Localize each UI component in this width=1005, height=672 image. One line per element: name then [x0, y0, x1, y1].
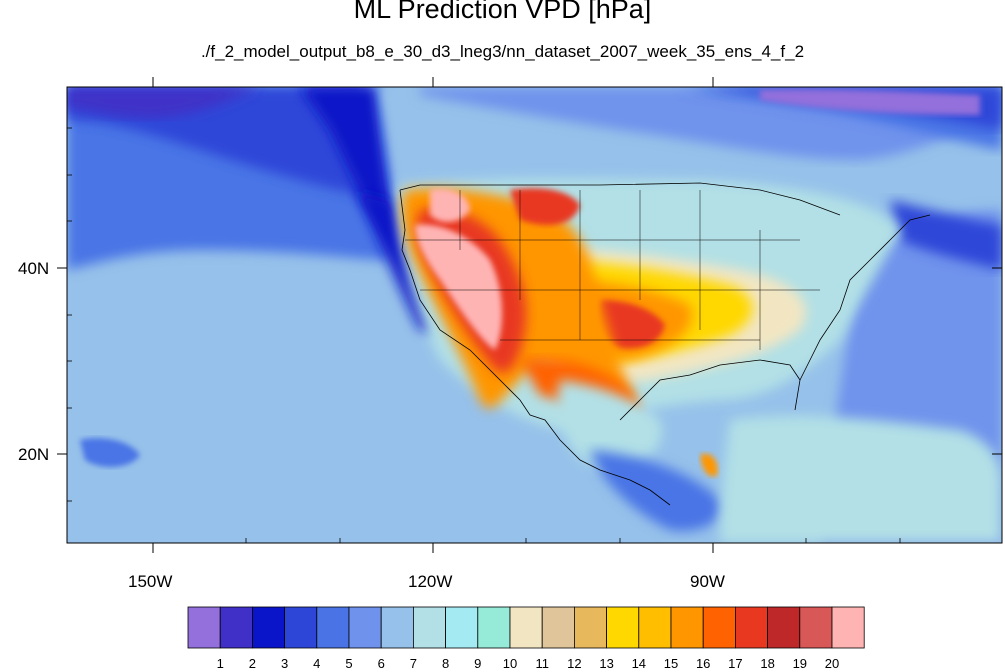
- colorbar-label: 6: [377, 656, 385, 671]
- coastlines: [399, 182, 931, 506]
- great-basin-pink: [415, 224, 502, 350]
- state-borders: [405, 190, 820, 350]
- colorbar-swatch: [477, 606, 511, 649]
- colorbar-label: 16: [695, 656, 711, 671]
- colorbar-label: 8: [441, 656, 450, 671]
- colorbar-swatch: [445, 606, 479, 649]
- colorbar-label: 12: [567, 656, 582, 671]
- colorbar-swatch: [767, 606, 801, 649]
- lon-tick-label: 120W: [408, 572, 453, 591]
- lon-tick-label: 90W: [690, 572, 725, 591]
- colorbar-swatch: [638, 606, 672, 649]
- colorbar-label: 2: [248, 656, 256, 671]
- northeast-coast-band: [890, 200, 1002, 270]
- colorbar-label: 1: [216, 656, 224, 671]
- central-america-band: [590, 450, 722, 531]
- axis-ticks: [57, 77, 1002, 553]
- mexico-cool: [557, 380, 662, 470]
- montana-red: [510, 188, 580, 225]
- colorbar-label: 9: [474, 656, 482, 671]
- colorbar-swatch: [380, 606, 414, 649]
- colorbar-swatch: [799, 606, 833, 649]
- colorbar-label: 14: [631, 656, 647, 671]
- colorbar-label: 19: [792, 656, 808, 671]
- lat-tick-label: 40N: [18, 259, 50, 278]
- colorbar-swatch: [348, 606, 382, 649]
- colorbar-label: 15: [663, 656, 679, 671]
- hudson-bay-purple: [760, 89, 980, 115]
- colorbar-swatch: [412, 606, 446, 649]
- map-title: ML Prediction VPD [hPa]: [353, 0, 652, 24]
- colorbar-label: 13: [599, 656, 614, 671]
- colorbar-swatch: [702, 606, 736, 649]
- colorbar-swatch: [831, 606, 865, 649]
- colorbar-label: 4: [313, 656, 321, 671]
- colorbar-label: 20: [824, 656, 840, 671]
- colorbar-label: 10: [502, 656, 518, 671]
- colorbar-swatch: [284, 606, 318, 649]
- yucatan-orange: [700, 453, 719, 477]
- colorbar-swatch: [606, 606, 640, 649]
- lon-tick-label: 150W: [128, 572, 173, 591]
- colorbar-swatch: [541, 606, 575, 649]
- colorbar-swatch: [219, 606, 253, 649]
- colorbar-label: 18: [760, 656, 775, 671]
- caribbean-field: [720, 415, 1002, 543]
- colorbar-swatch: [735, 606, 769, 649]
- colorbar-label: 3: [280, 656, 289, 671]
- colorbar-label: 7: [409, 656, 417, 671]
- colorbar-label: 5: [345, 656, 353, 671]
- texas-red-core: [598, 300, 665, 349]
- colorbar-swatch: [316, 606, 350, 649]
- colorbar-label: 17: [728, 656, 743, 671]
- colorbar-label: 11: [535, 656, 549, 671]
- colorbar-swatch: [509, 606, 543, 649]
- colorbar: [187, 606, 865, 649]
- alaska-coast-band: [67, 87, 260, 119]
- vpd-field: [67, 87, 1002, 543]
- colorbar-swatch: [670, 606, 704, 649]
- colorbar-swatch: [187, 606, 221, 649]
- colorbar-swatch: [574, 606, 608, 649]
- minor-ticks: [67, 127, 901, 543]
- hawaii-field: [80, 438, 140, 467]
- lat-tick-label: 20N: [18, 445, 50, 464]
- colorbar-swatch: [251, 606, 285, 649]
- map-subtitle: ./f_2_model_output_b8_e_30_d3_lneg3/nn_d…: [200, 42, 805, 61]
